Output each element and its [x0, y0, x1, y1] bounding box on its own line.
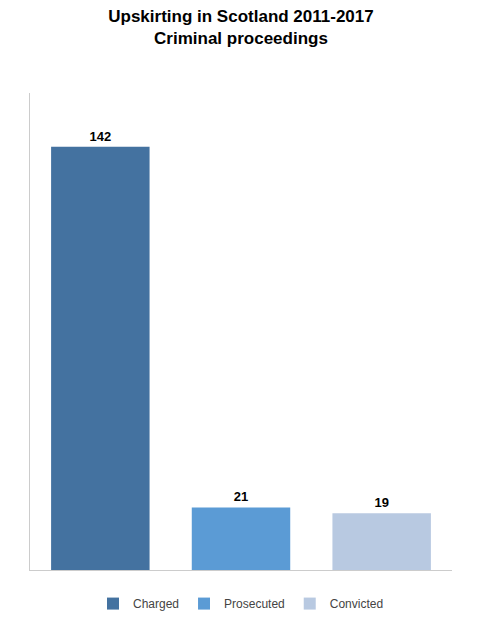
svg-text:Convicted: Convicted [330, 597, 383, 611]
svg-text:Prosecuted: Prosecuted [224, 597, 285, 611]
svg-text:19: 19 [374, 495, 388, 510]
svg-text:142: 142 [89, 129, 111, 144]
svg-text:Charged: Charged [133, 597, 179, 611]
svg-text:21: 21 [234, 489, 248, 504]
svg-text:Upskirting in Scotland 2011-20: Upskirting in Scotland 2011-2017Criminal… [108, 7, 373, 48]
